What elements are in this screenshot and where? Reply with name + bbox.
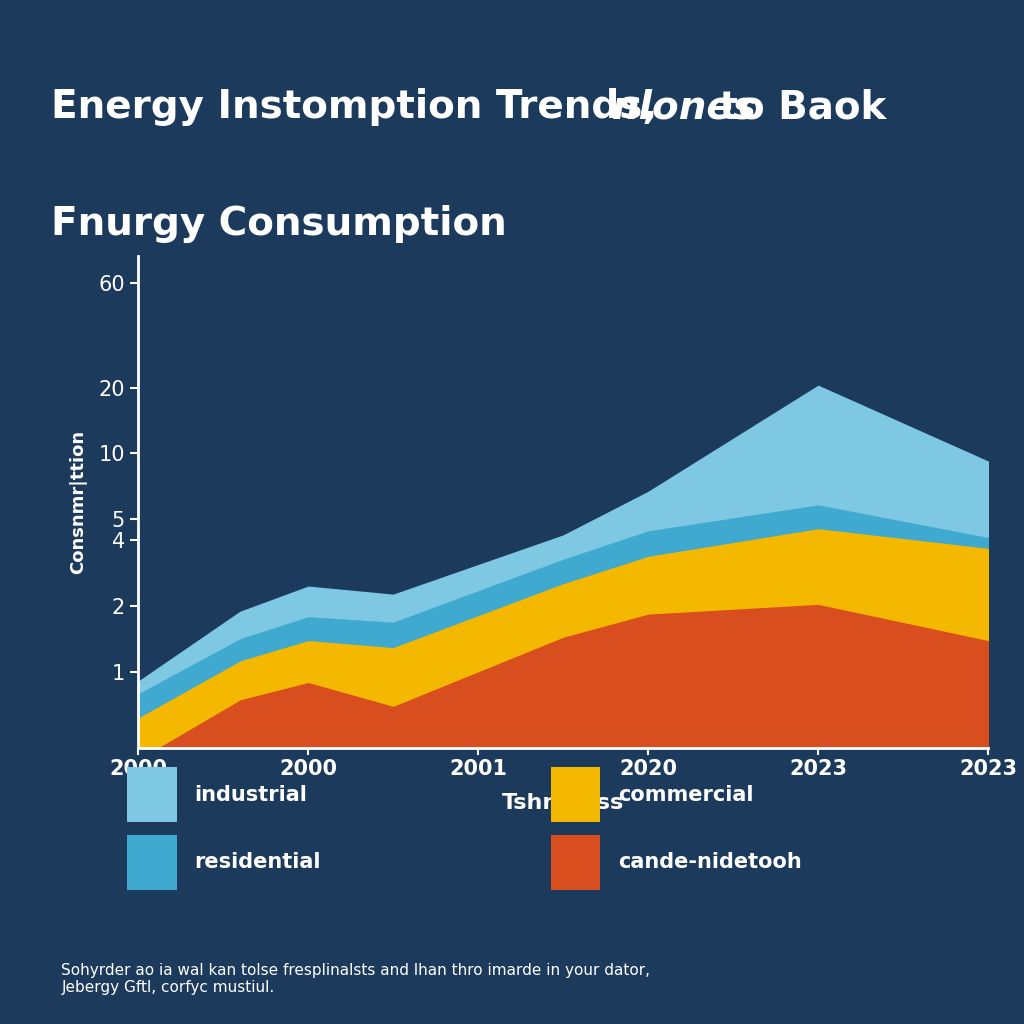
Bar	[127, 767, 176, 822]
Text: Energy Instomption Trends,: Energy Instomption Trends,	[51, 88, 671, 126]
Y-axis label: Consnmr|ttion: Consnmr|ttion	[70, 430, 87, 573]
Text: industrial: industrial	[195, 784, 307, 805]
Text: Fnurgy Consumption: Fnurgy Consumption	[51, 205, 507, 243]
Bar	[551, 767, 600, 822]
X-axis label: Tshndalss: Tshndalss	[502, 794, 625, 813]
Text: residential: residential	[195, 852, 322, 872]
Text: Sohyrder ao ia wal kan tolse fresplinalsts and lhan thro imarde in your dator,
J: Sohyrder ao ia wal kan tolse fresplinals…	[61, 963, 650, 995]
Bar	[551, 835, 600, 890]
Bar	[127, 835, 176, 890]
Text: cande-nidetooh: cande-nidetooh	[618, 852, 802, 872]
Text: commercial: commercial	[618, 784, 754, 805]
Text: to Baok: to Baok	[706, 88, 886, 126]
Text: nlones: nlones	[611, 88, 757, 126]
